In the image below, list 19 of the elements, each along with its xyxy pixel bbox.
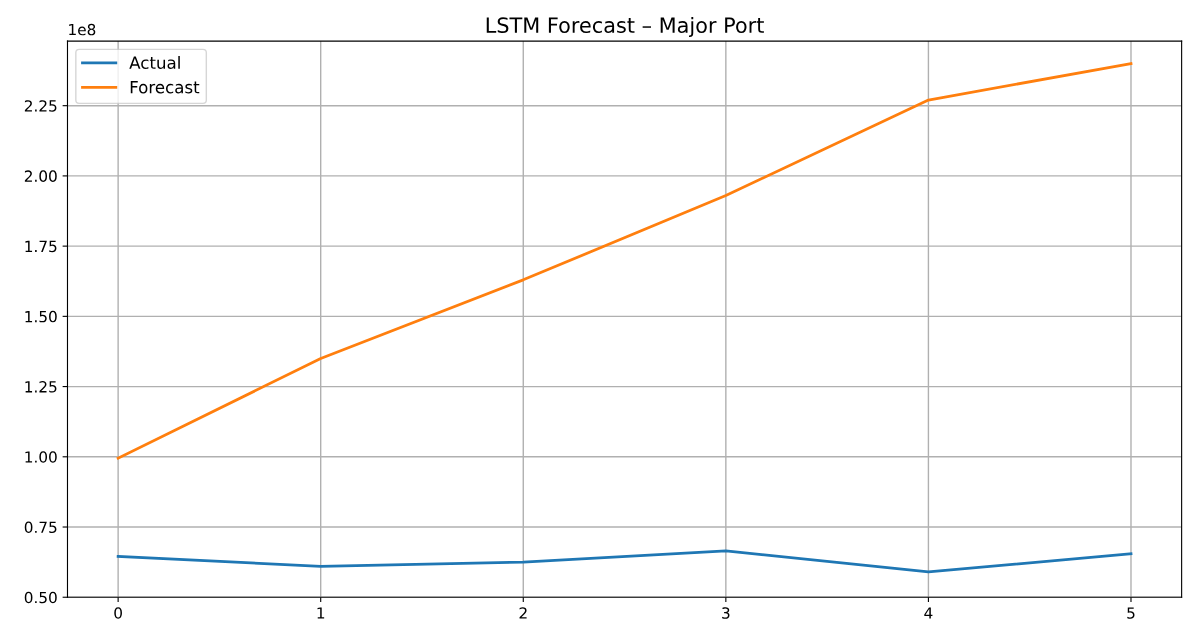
y-tick-label: 1.00 xyxy=(25,451,57,463)
chart-title: LSTM Forecast – Major Port xyxy=(486,16,764,38)
x-tick-label: 1 xyxy=(317,607,325,619)
x-tick-label: 2 xyxy=(519,607,527,619)
y-tick-label: 1.50 xyxy=(25,310,57,323)
legend-label: Forecast xyxy=(130,81,200,94)
line-series xyxy=(116,549,1133,574)
y-tick-label: 1.75 xyxy=(25,240,57,253)
y-tick-label: 0.50 xyxy=(24,591,57,604)
legend-label: Actual xyxy=(129,56,180,69)
x-tick-label: 0 xyxy=(114,607,122,619)
text: 1e8 xyxy=(69,23,96,36)
x-tick-label: 3 xyxy=(722,607,730,619)
x-tick-label: 4 xyxy=(924,607,933,619)
y-tick-label: 0.75 xyxy=(24,521,57,534)
y-tick-label: 2.00 xyxy=(24,170,57,182)
x-tick-label: 5 xyxy=(1127,607,1135,619)
y-tick-label: 1.25 xyxy=(25,381,57,393)
y-tick-label: 2.25 xyxy=(24,100,57,112)
